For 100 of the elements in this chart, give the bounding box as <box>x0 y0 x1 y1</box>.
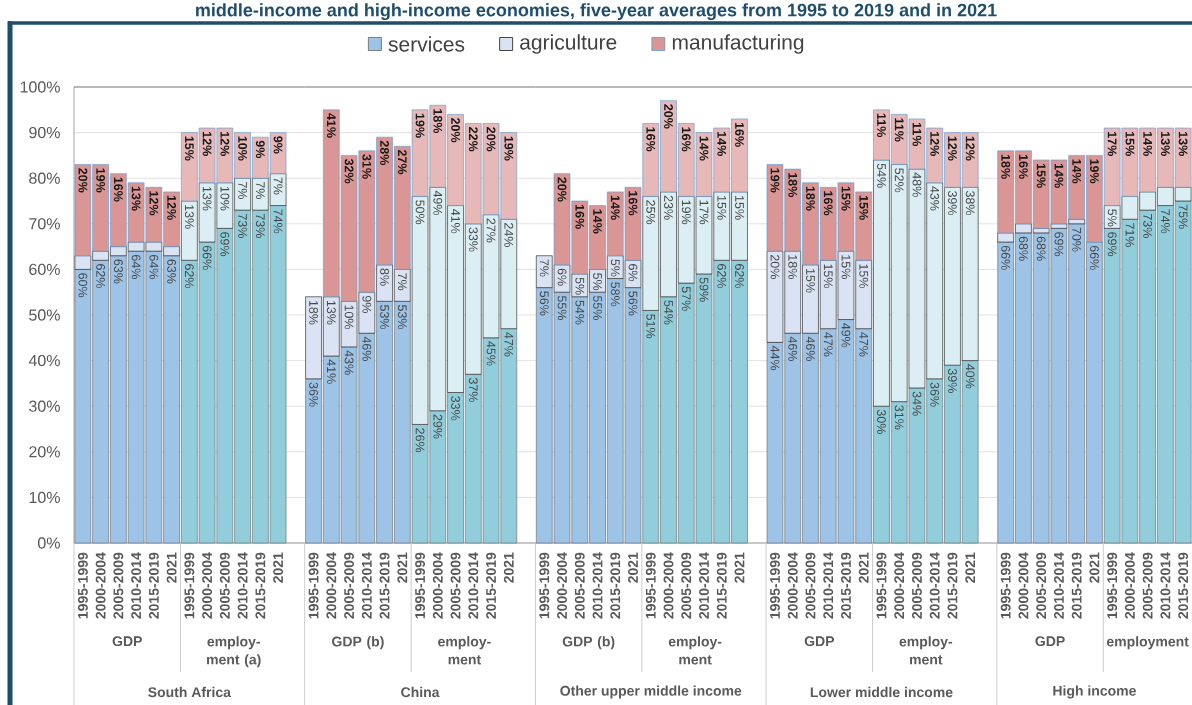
data-label: 13% <box>1160 132 1170 156</box>
data-label: 16% <box>113 177 123 202</box>
x-tick-label: 2015-2019 <box>1071 552 1082 619</box>
x-tick-label: 2005-2009 <box>1142 552 1153 619</box>
data-label: 7% <box>238 182 247 200</box>
x-tick-label: 2005-2009 <box>805 552 816 619</box>
data-label: 33% <box>451 396 460 421</box>
data-label: 24% <box>504 223 514 248</box>
data-label: 41% <box>326 113 336 138</box>
data-label: 9% <box>273 136 283 154</box>
x-tick-label: 2021 <box>628 552 638 583</box>
y-tick-label: 90% <box>29 126 60 139</box>
data-label: 15% <box>806 268 815 293</box>
y-tick-label: 100% <box>20 81 60 93</box>
x-tick-label: 2021 <box>965 552 976 583</box>
data-label: 29% <box>433 414 443 439</box>
text: GDP <box>1035 636 1065 647</box>
x-tick-label: 2015-2019 <box>255 552 266 619</box>
data-label: 15% <box>859 264 869 289</box>
data-label: 25% <box>646 200 656 225</box>
data-label: 13% <box>326 300 336 325</box>
data-label: 16% <box>735 122 744 147</box>
data-label: 14% <box>610 195 620 220</box>
data-label: 41% <box>451 209 460 234</box>
y-tick-label: 20% <box>29 446 60 458</box>
x-tick-label: 2015-2019 <box>148 552 159 619</box>
x-tick-label: 2015-2019 <box>486 552 496 619</box>
bar <box>1050 223 1068 229</box>
data-label: 60% <box>78 273 88 298</box>
data-label: 8% <box>380 268 389 286</box>
data-label: 14% <box>717 132 727 156</box>
x-tick-label: 1995-1999 <box>184 552 195 619</box>
data-label: 30% <box>877 409 886 434</box>
y-tick-label: 80% <box>29 172 60 184</box>
data-label: 6% <box>557 268 567 286</box>
data-label: 12% <box>965 136 975 161</box>
data-label: 55% <box>557 295 567 320</box>
data-label: 10% <box>344 305 354 330</box>
data-label: 39% <box>948 368 957 393</box>
data-label: 7% <box>397 273 407 291</box>
x-tick-label: 2005-2009 <box>450 552 461 619</box>
data-label: 15% <box>841 255 851 279</box>
data-label: 14% <box>1072 159 1082 184</box>
data-label: 46% <box>362 336 372 362</box>
data-label: 19% <box>415 113 425 138</box>
text: middle-income and high-income economies, five-year averages from 1995 to 2019 and in 2021 <box>196 3 997 21</box>
data-label: 63% <box>167 259 177 284</box>
text: GDP (b) <box>562 636 615 650</box>
x-tick-label: 1995-1999 <box>1000 552 1011 619</box>
data-label: 15% <box>184 136 194 161</box>
data-label: 11% <box>894 118 904 142</box>
data-label: 7% <box>273 177 283 195</box>
data-label: 47% <box>504 332 514 357</box>
data-label: 19% <box>770 168 780 193</box>
data-label: 63% <box>113 259 123 284</box>
data-label: 7% <box>255 182 265 200</box>
data-label: 74% <box>1161 209 1170 234</box>
data-label: 56% <box>539 291 549 316</box>
data-label: 20% <box>557 177 567 202</box>
x-tick-label: 2005-2009 <box>911 552 922 619</box>
data-label: 7% <box>539 259 549 277</box>
data-label: 20% <box>486 127 496 152</box>
x-tick-label: 2000-2004 <box>95 552 106 619</box>
data-label: 54% <box>877 163 886 188</box>
text: GDP <box>804 636 835 647</box>
data-label: 12% <box>948 136 957 161</box>
data-label: 50% <box>415 200 425 225</box>
data-label: 74% <box>273 209 283 234</box>
x-tick-label: 2010-2014 <box>823 552 834 619</box>
text: GDP <box>112 636 142 647</box>
x-tick-label: 1995-1999 <box>645 552 656 619</box>
data-label: 69% <box>1107 232 1117 257</box>
y-tick-label: 60% <box>29 263 60 276</box>
data-label: 27% <box>397 149 407 175</box>
data-label: 71% <box>1125 223 1135 248</box>
x-tick-label: 2010-2014 <box>929 552 940 619</box>
data-label: 36% <box>309 382 319 407</box>
x-tick-label: 2021 <box>858 552 869 583</box>
x-tick-label: 2005-2009 <box>1036 552 1047 619</box>
data-label: 58% <box>610 282 620 307</box>
x-tick-label: 1995-1999 <box>539 552 550 619</box>
x-tick-label: 2010-2014 <box>361 552 372 619</box>
x-axis-title: Other upper middle income <box>560 685 742 699</box>
data-label: 12% <box>930 132 940 156</box>
x-tick-label: 2021 <box>273 552 284 583</box>
data-label: 41% <box>326 359 336 384</box>
data-label: 15% <box>717 196 727 220</box>
data-label: 6% <box>628 264 638 282</box>
data-label: 19% <box>1089 159 1099 184</box>
data-label: 20% <box>451 117 460 143</box>
data-label: 56% <box>628 291 638 316</box>
data-label: 68% <box>1036 236 1046 261</box>
data-label: 54% <box>575 300 585 325</box>
data-label: 18% <box>806 186 815 211</box>
x-tick-label: 2021 <box>734 552 745 583</box>
data-label: 18% <box>788 255 798 279</box>
y-tick-label: 50% <box>29 309 60 321</box>
legend-label: manufacturing <box>672 34 804 54</box>
data-label: 27% <box>486 218 496 243</box>
data-label: 18% <box>1001 154 1011 179</box>
